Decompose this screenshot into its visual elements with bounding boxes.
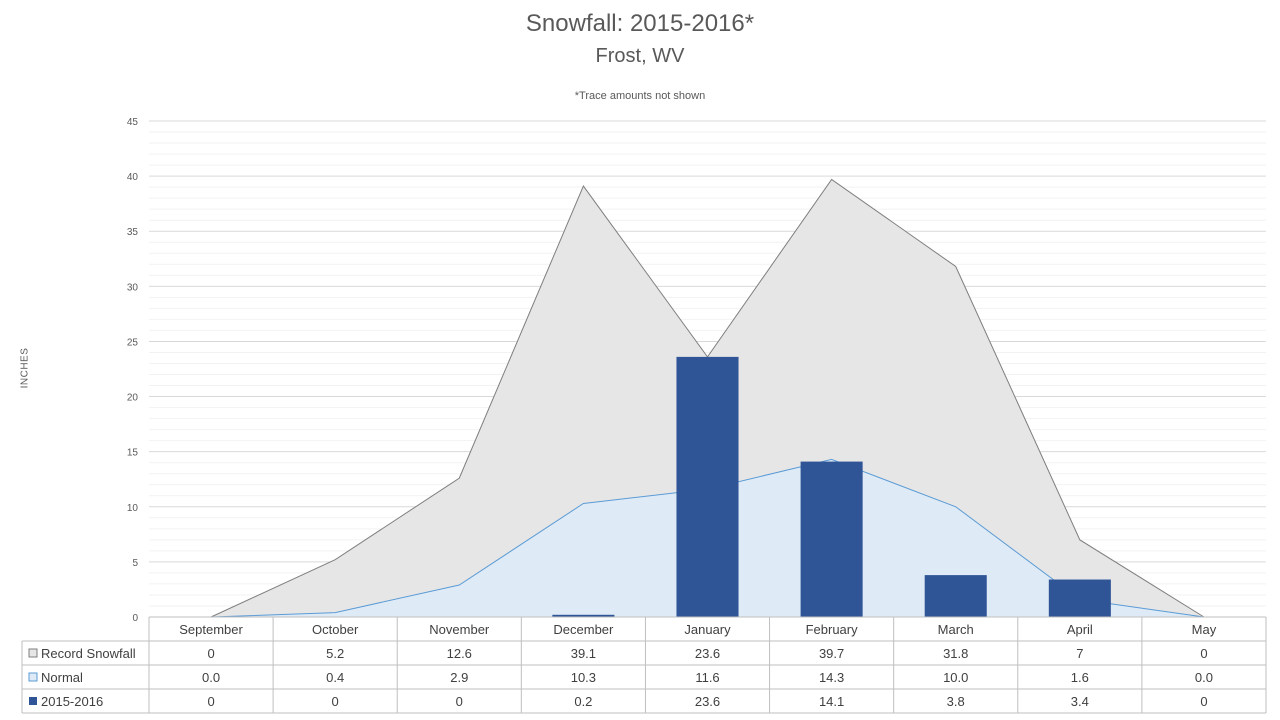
x-category-label: January	[684, 622, 731, 637]
data-table-cell: 0	[1200, 646, 1207, 661]
data-table-cell: 0.0	[202, 670, 220, 685]
legend-label: Normal	[41, 670, 83, 685]
data-table-cell: 0	[207, 646, 214, 661]
data-table-cell: 5.2	[326, 646, 344, 661]
chart-title: Snowfall: 2015-2016*	[525, 10, 755, 37]
data-table-cell: 23.6	[695, 694, 720, 709]
data-table-cell: 10.0	[943, 670, 968, 685]
y-tick-label: 45	[127, 117, 139, 128]
x-category-label: April	[1067, 622, 1093, 637]
data-table-cell: 0.2	[574, 694, 592, 709]
chart-note: *Trace amounts not shown	[574, 90, 706, 102]
legend-label: Record Snowfall	[41, 646, 136, 661]
data-table-cell: 39.7	[819, 646, 844, 661]
data-table-cell: 3.4	[1071, 694, 1089, 709]
data-table-cell: 0.4	[326, 670, 344, 685]
y-tick-label: 25	[127, 337, 139, 348]
chart-subtitle: Frost, WV	[595, 45, 685, 67]
data-table-cell: 3.8	[947, 694, 965, 709]
data-table-cell: 7	[1076, 646, 1083, 661]
x-category-label: November	[429, 622, 490, 637]
data-table-cell: 14.3	[819, 670, 844, 685]
data-table-cell: 0	[456, 694, 463, 709]
x-category-label: December	[553, 622, 614, 637]
x-category-label: September	[179, 622, 243, 637]
x-category-label: March	[938, 622, 974, 637]
bar-december	[552, 614, 615, 617]
bar-january	[676, 356, 739, 617]
data-table-cell: 10.3	[571, 670, 596, 685]
data-table-cell: 0	[207, 694, 214, 709]
y-tick-label: 5	[132, 558, 138, 569]
bar-march	[924, 575, 987, 617]
x-category-label: October	[312, 622, 359, 637]
y-tick-label: 0	[132, 613, 138, 624]
y-tick-label: 10	[127, 503, 139, 514]
y-tick-label: 15	[127, 448, 139, 459]
y-tick-label: 40	[127, 172, 139, 183]
legend-key-2015-2016	[29, 697, 37, 705]
bar-april	[1048, 579, 1111, 617]
data-table-cell: 0	[1200, 694, 1207, 709]
y-tick-label: 30	[127, 282, 139, 293]
data-table-cell: 14.1	[819, 694, 844, 709]
legend-key-record-snowfall	[28, 648, 38, 658]
data-table-cell: 1.6	[1071, 670, 1089, 685]
y-tick-label: 35	[127, 227, 139, 238]
data-table-cell: 31.8	[943, 646, 968, 661]
data-table-cell: 12.6	[447, 646, 472, 661]
data-table-cell: 2.9	[450, 670, 468, 685]
y-tick-label: 20	[127, 393, 139, 404]
data-table-cell: 23.6	[695, 646, 720, 661]
x-category-label: May	[1192, 622, 1217, 637]
data-table-cell: 39.1	[571, 646, 596, 661]
legend-label: 2015-2016	[41, 694, 103, 709]
bar-february	[800, 461, 863, 617]
legend-key-normal	[28, 672, 38, 682]
data-table-cell: 0	[332, 694, 339, 709]
data-table-cell: 0.0	[1195, 670, 1213, 685]
x-category-label: February	[806, 622, 859, 637]
data-table-cell: 11.6	[695, 670, 719, 685]
